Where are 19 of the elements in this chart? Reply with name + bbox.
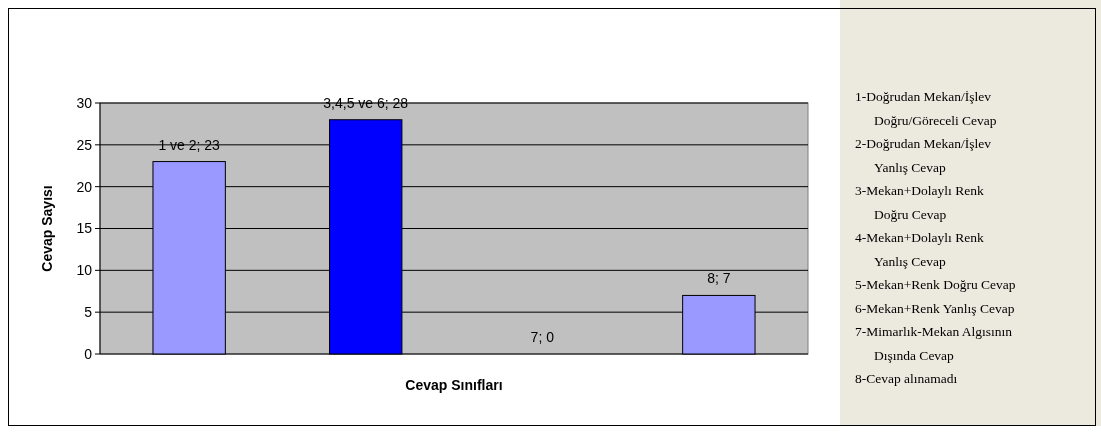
y-tick-label: 30	[76, 94, 93, 111]
x-axis-title: Cevap Sınıfları	[405, 377, 503, 393]
y-tick-label: 0	[84, 345, 93, 362]
text: 2-Doğrudan Mekan/İşlev Yanlış Cevap	[855, 136, 992, 175]
y-tick-label: 15	[76, 220, 93, 237]
y-tick-label: 25	[76, 136, 93, 153]
y-tick-label: 5	[84, 304, 93, 321]
data-label: 7; 0	[530, 329, 555, 345]
text: 3-Mekan+Dolaylı Renk Doğru Cevap	[855, 183, 984, 222]
text: 8-Cevap alınamadı	[855, 371, 958, 386]
text: 5-Mekan+Renk Doğru Cevap	[855, 277, 1016, 292]
text: 6-Mekan+Renk Yanlış Cevap	[855, 300, 1015, 316]
data-label: 8; 7	[707, 270, 731, 287]
y-tick-label: 20	[76, 178, 93, 195]
text: 4-Mekan+Dolaylı Renk Yanlış Cevap	[855, 230, 984, 269]
y-axis-title: Cevap Sayısı	[39, 185, 55, 272]
text: 7-Mimarlık-Mekan Algısının Dışında Cevap	[855, 324, 1013, 363]
text: 1-Doğrudan Mekan/İşlev Doğru/Göreceli Cevap	[855, 89, 997, 128]
y-tick-label: 10	[76, 262, 93, 279]
